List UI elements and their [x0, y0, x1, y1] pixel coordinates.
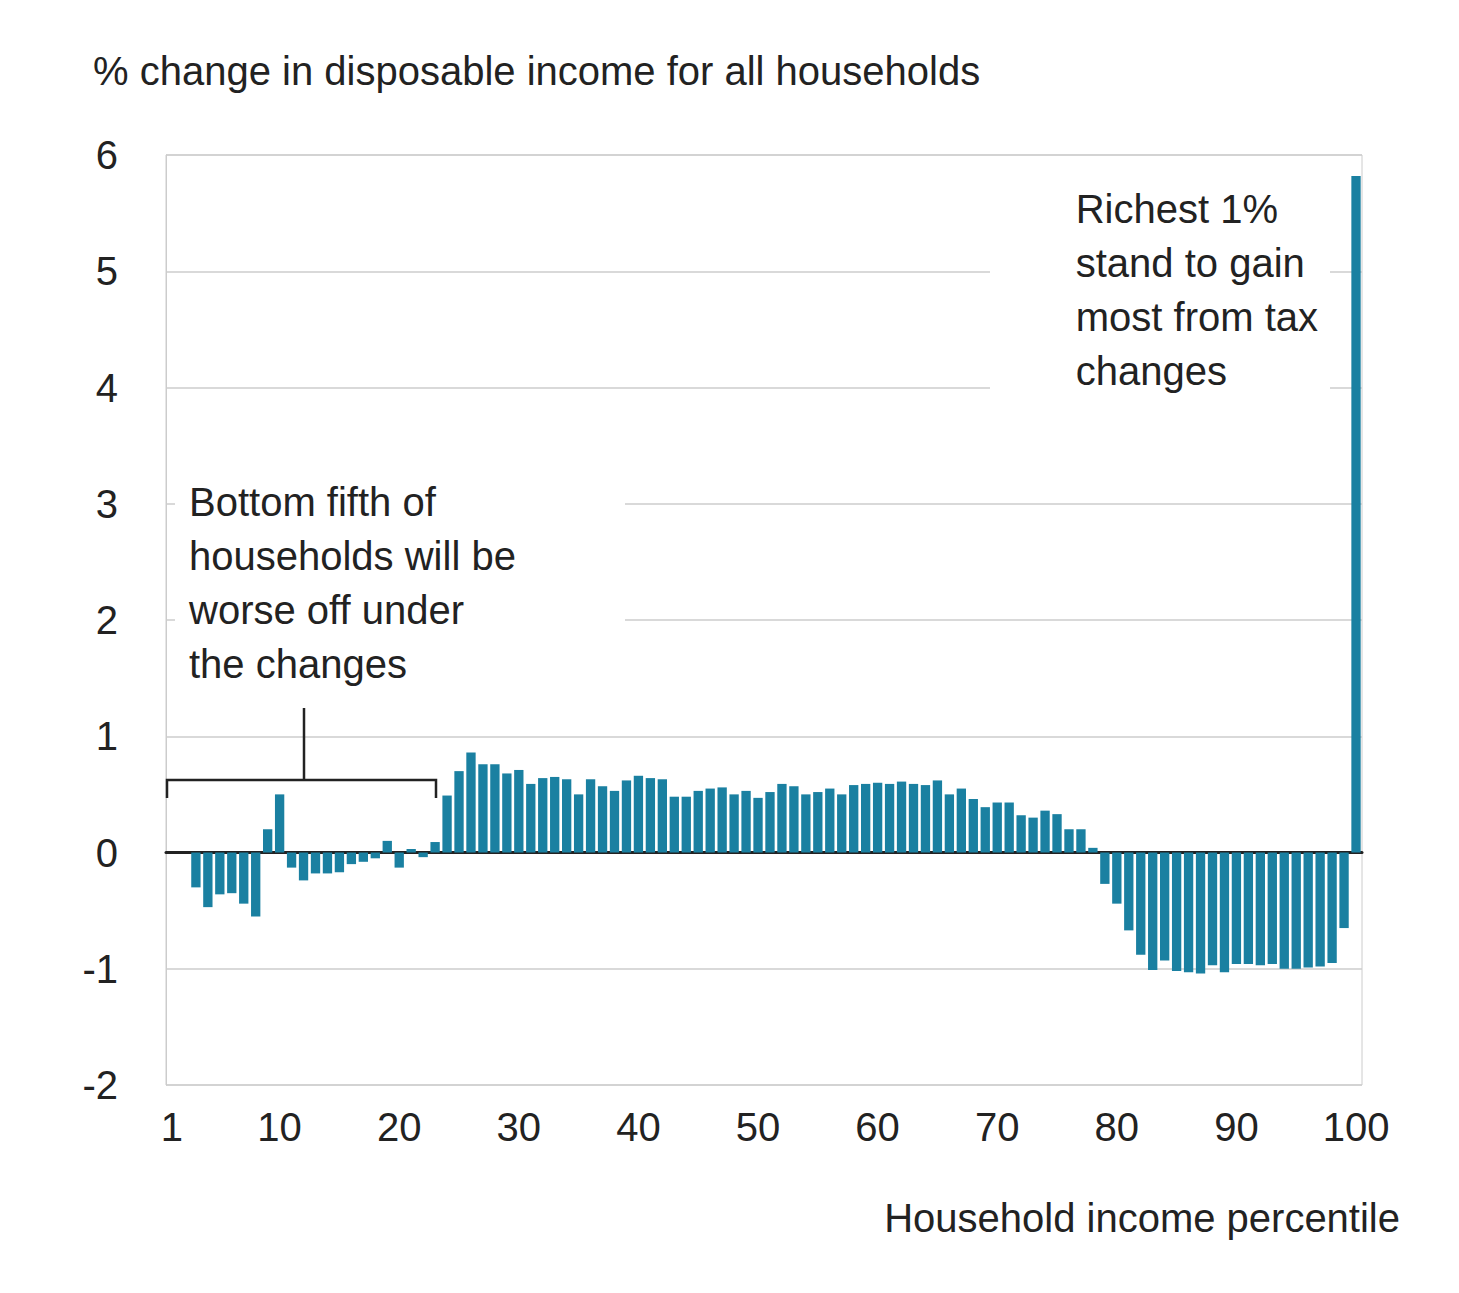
svg-text:5: 5 — [96, 249, 118, 293]
svg-text:2: 2 — [96, 598, 118, 642]
svg-text:most from tax: most from tax — [1076, 295, 1318, 339]
svg-text:the changes: the changes — [189, 642, 407, 686]
svg-text:50: 50 — [736, 1105, 781, 1149]
svg-text:90: 90 — [1214, 1105, 1259, 1149]
svg-text:6: 6 — [96, 133, 118, 177]
svg-text:changes: changes — [1076, 349, 1227, 393]
svg-text:% change in disposable income: % change in disposable income for all ho… — [93, 49, 980, 93]
svg-text:households will be: households will be — [189, 534, 516, 578]
svg-text:-1: -1 — [82, 947, 118, 991]
svg-text:70: 70 — [975, 1105, 1020, 1149]
svg-text:4: 4 — [96, 366, 118, 410]
svg-text:60: 60 — [855, 1105, 900, 1149]
svg-text:Richest 1%: Richest 1% — [1076, 187, 1278, 231]
svg-text:3: 3 — [96, 482, 118, 526]
svg-text:10: 10 — [257, 1105, 302, 1149]
svg-text:40: 40 — [616, 1105, 661, 1149]
svg-text:stand to gain: stand to gain — [1076, 241, 1305, 285]
svg-text:80: 80 — [1095, 1105, 1140, 1149]
svg-text:1: 1 — [161, 1105, 183, 1149]
svg-text:0: 0 — [96, 831, 118, 875]
svg-text:-2: -2 — [82, 1063, 118, 1107]
svg-text:worse off under: worse off under — [188, 588, 464, 632]
svg-text:Household income percentile: Household income percentile — [884, 1196, 1400, 1240]
svg-text:Bottom fifth of: Bottom fifth of — [189, 480, 437, 524]
svg-text:30: 30 — [497, 1105, 542, 1149]
svg-text:20: 20 — [377, 1105, 422, 1149]
svg-text:100: 100 — [1323, 1105, 1390, 1149]
svg-text:1: 1 — [96, 714, 118, 758]
